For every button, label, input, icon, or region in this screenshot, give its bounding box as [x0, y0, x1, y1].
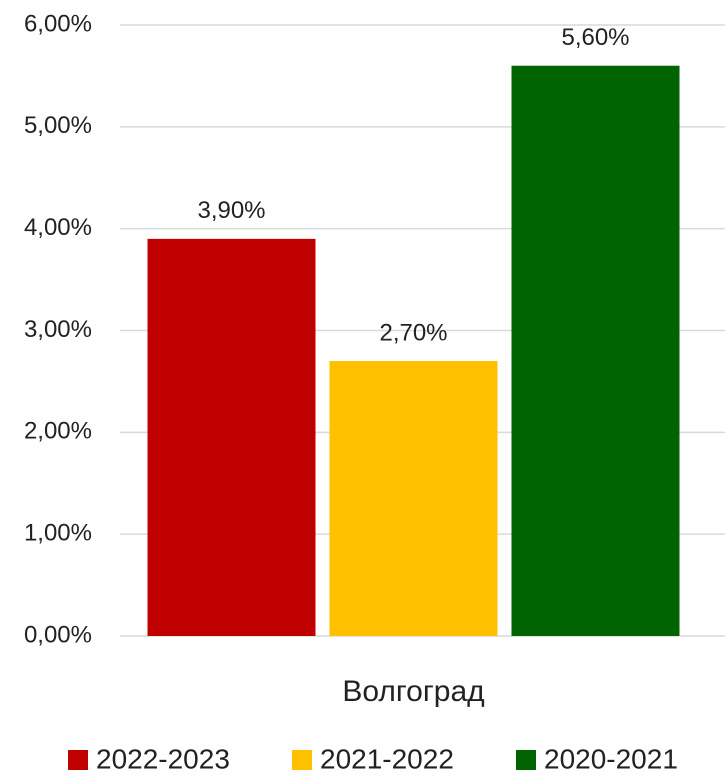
legend-label: 2021-2022 [320, 743, 454, 774]
legend-label: 2020-2021 [544, 743, 678, 774]
y-tick-label: 6,00% [24, 10, 92, 37]
bar [147, 238, 316, 636]
legend-swatch [68, 750, 88, 770]
legend-label: 2022-2023 [96, 743, 230, 774]
x-tick-label: Волгоград [342, 675, 484, 708]
y-tick-label: 0,00% [24, 621, 92, 648]
data-label: 2,70% [379, 319, 447, 346]
legend-swatch [516, 750, 536, 770]
bar [511, 65, 680, 636]
y-tick-label: 3,00% [24, 316, 92, 343]
legend-swatch [292, 750, 312, 770]
y-tick-label: 4,00% [24, 214, 92, 241]
bar [329, 361, 498, 636]
y-tick-label: 2,00% [24, 418, 92, 445]
y-tick-label: 1,00% [24, 520, 92, 547]
data-label: 5,60% [561, 24, 629, 51]
y-tick-label: 5,00% [24, 112, 92, 139]
data-label: 3,90% [197, 197, 265, 224]
